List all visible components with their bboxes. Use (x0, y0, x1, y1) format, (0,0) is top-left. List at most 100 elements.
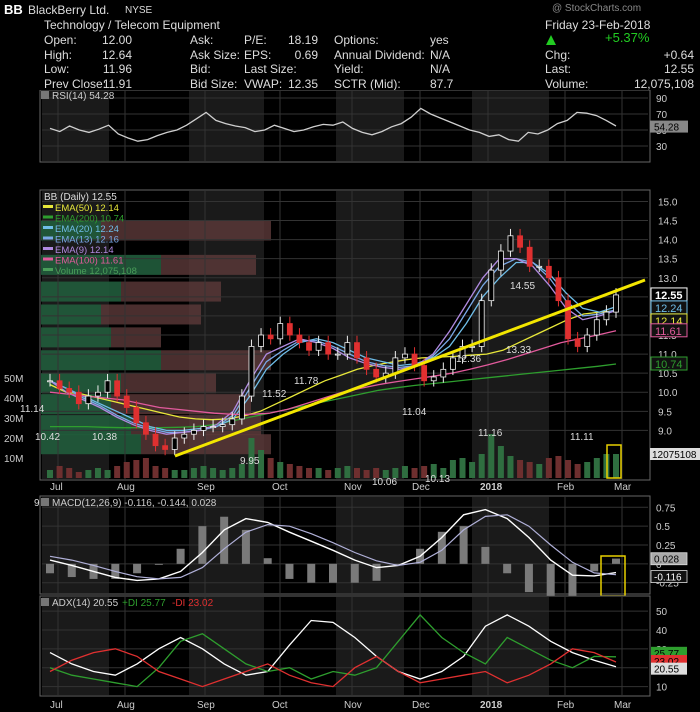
volume-bar (353, 468, 360, 478)
adx-last-box (651, 662, 687, 675)
candle-body (440, 368, 447, 378)
candle-body (411, 353, 418, 366)
quote-label: Volume: (545, 76, 589, 91)
legend-entry: Volume 12,075,108 (55, 266, 137, 277)
macd-line (49, 508, 617, 582)
rsi-axis: 3050709054.28 (650, 94, 688, 153)
exchange-name: NYSE (125, 5, 153, 16)
rsi-line (49, 107, 617, 142)
candle-body (488, 269, 495, 302)
adx-legend-adx: ADX(14) 20.55 (52, 598, 119, 609)
macd-hist-bar (307, 563, 316, 583)
macd-hist-bar (503, 563, 512, 574)
candle-body (171, 437, 178, 450)
volume-bar (363, 470, 370, 478)
month-band (42, 91, 109, 161)
price-annotation: 11.16 (478, 428, 503, 439)
quote-label: High: (44, 47, 73, 62)
macd-hist-bar (198, 526, 207, 564)
x-tick-label: Oct (272, 482, 288, 493)
quote-value: +0.64 (663, 47, 694, 62)
percent-change: +5.37% (605, 30, 650, 45)
candle-body (344, 342, 351, 355)
macd-tick-label: 0.75 (656, 503, 676, 514)
vbp-down-bar (121, 281, 221, 302)
macd-last-label: -0.116 (654, 573, 682, 584)
last-value-label: 11.61 (655, 326, 682, 338)
candle-body (123, 395, 130, 408)
vbp-up-bar (41, 281, 121, 302)
price-annotation: 9.95 (240, 456, 260, 467)
adx-tick-label: 40 (656, 626, 668, 637)
volume-bar (584, 462, 591, 478)
volume-bar (401, 466, 408, 478)
candle-body (286, 323, 293, 336)
candle-body (85, 395, 92, 405)
volume-bar (488, 434, 495, 478)
candle-body (450, 357, 456, 370)
candle-body (315, 342, 322, 351)
legend-entry: EMA(200) 10.74 (55, 214, 124, 225)
adx-series-line (49, 648, 617, 688)
x-tick-label: 2018 (480, 482, 503, 493)
volume-bar (574, 464, 581, 478)
volume-bar (85, 470, 92, 478)
adx-series-line (49, 613, 617, 688)
vbp-down-bar (101, 220, 271, 241)
adx-last-label: 23.02 (654, 657, 679, 668)
candle-body (114, 380, 121, 397)
candle-body (507, 235, 514, 252)
legend-entry: EMA(100) 11.61 (55, 256, 123, 267)
volume-tick-label: 20M (4, 434, 23, 445)
macd-tick-label: 0 (656, 560, 662, 571)
macd-hist-bar (46, 563, 54, 574)
candle-body (402, 353, 408, 359)
quote-date: Friday 23-Feb-2018 (545, 18, 651, 32)
quote-value: 0.69 (294, 47, 318, 62)
volume-bar (219, 470, 226, 478)
macd-hist-bar (524, 563, 533, 593)
macd-hist-bar (590, 563, 599, 572)
quote-label: Last: (545, 62, 572, 76)
volume-bar (478, 454, 485, 478)
x-tick-label: Jul (50, 700, 63, 711)
quote-value: 87.7 (430, 76, 454, 91)
candle-body (526, 246, 533, 267)
candle-body (56, 380, 63, 389)
candle-body (219, 424, 226, 427)
volume-bar (430, 464, 437, 478)
vbp-down-bar (161, 254, 256, 275)
quote-label: Open: (44, 33, 77, 47)
volume-bar (114, 466, 121, 478)
price-tick-label: 15.0 (658, 197, 678, 208)
macd-hist-bar (176, 548, 185, 564)
macd-hist-bar (459, 526, 468, 564)
x-tick-label: Aug (117, 482, 135, 493)
volume-bar (565, 460, 572, 478)
candle-body (47, 380, 53, 383)
vbp-up-bar (41, 220, 101, 241)
candle-body (133, 407, 140, 424)
volume-bar (258, 450, 265, 478)
volume-last-box (650, 448, 700, 460)
month-band (42, 597, 109, 695)
chart-area: 30 50 70 90 54.28 RSI(14) 54.28 10.42 10.38 9.… (4, 90, 700, 711)
candle-body (190, 429, 197, 435)
rsi-tick-label: 90 (656, 94, 668, 105)
quote-label: Low: (44, 62, 70, 76)
quote-label: Prev Close: (44, 76, 107, 91)
volume-bar (373, 468, 380, 478)
candle-body (392, 357, 399, 374)
macd-panel: -0.2500.250.50.750.028-0.116JulAugSepOct… (39, 495, 688, 607)
volume-bar (526, 462, 533, 478)
volume-bar (306, 468, 313, 478)
macd-legend-swatch (41, 498, 49, 506)
price-tick-label: 9.5 (658, 407, 672, 418)
x-tick-label: Oct (272, 700, 288, 711)
volume-bar (536, 464, 543, 478)
volume-bar (47, 470, 53, 478)
legend-swatch (43, 247, 53, 250)
quote-label: SCTR (Mid): (334, 76, 401, 91)
last-value-label: 12.24 (655, 303, 683, 315)
adx-legend-swatch (41, 598, 49, 606)
